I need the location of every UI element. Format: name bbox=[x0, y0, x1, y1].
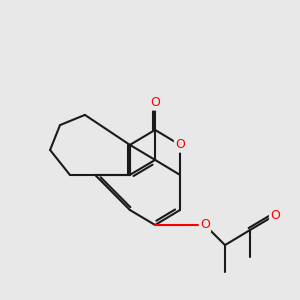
Text: O: O bbox=[150, 96, 160, 110]
Text: O: O bbox=[175, 138, 185, 152]
Text: O: O bbox=[200, 218, 210, 232]
Text: O: O bbox=[270, 208, 280, 222]
